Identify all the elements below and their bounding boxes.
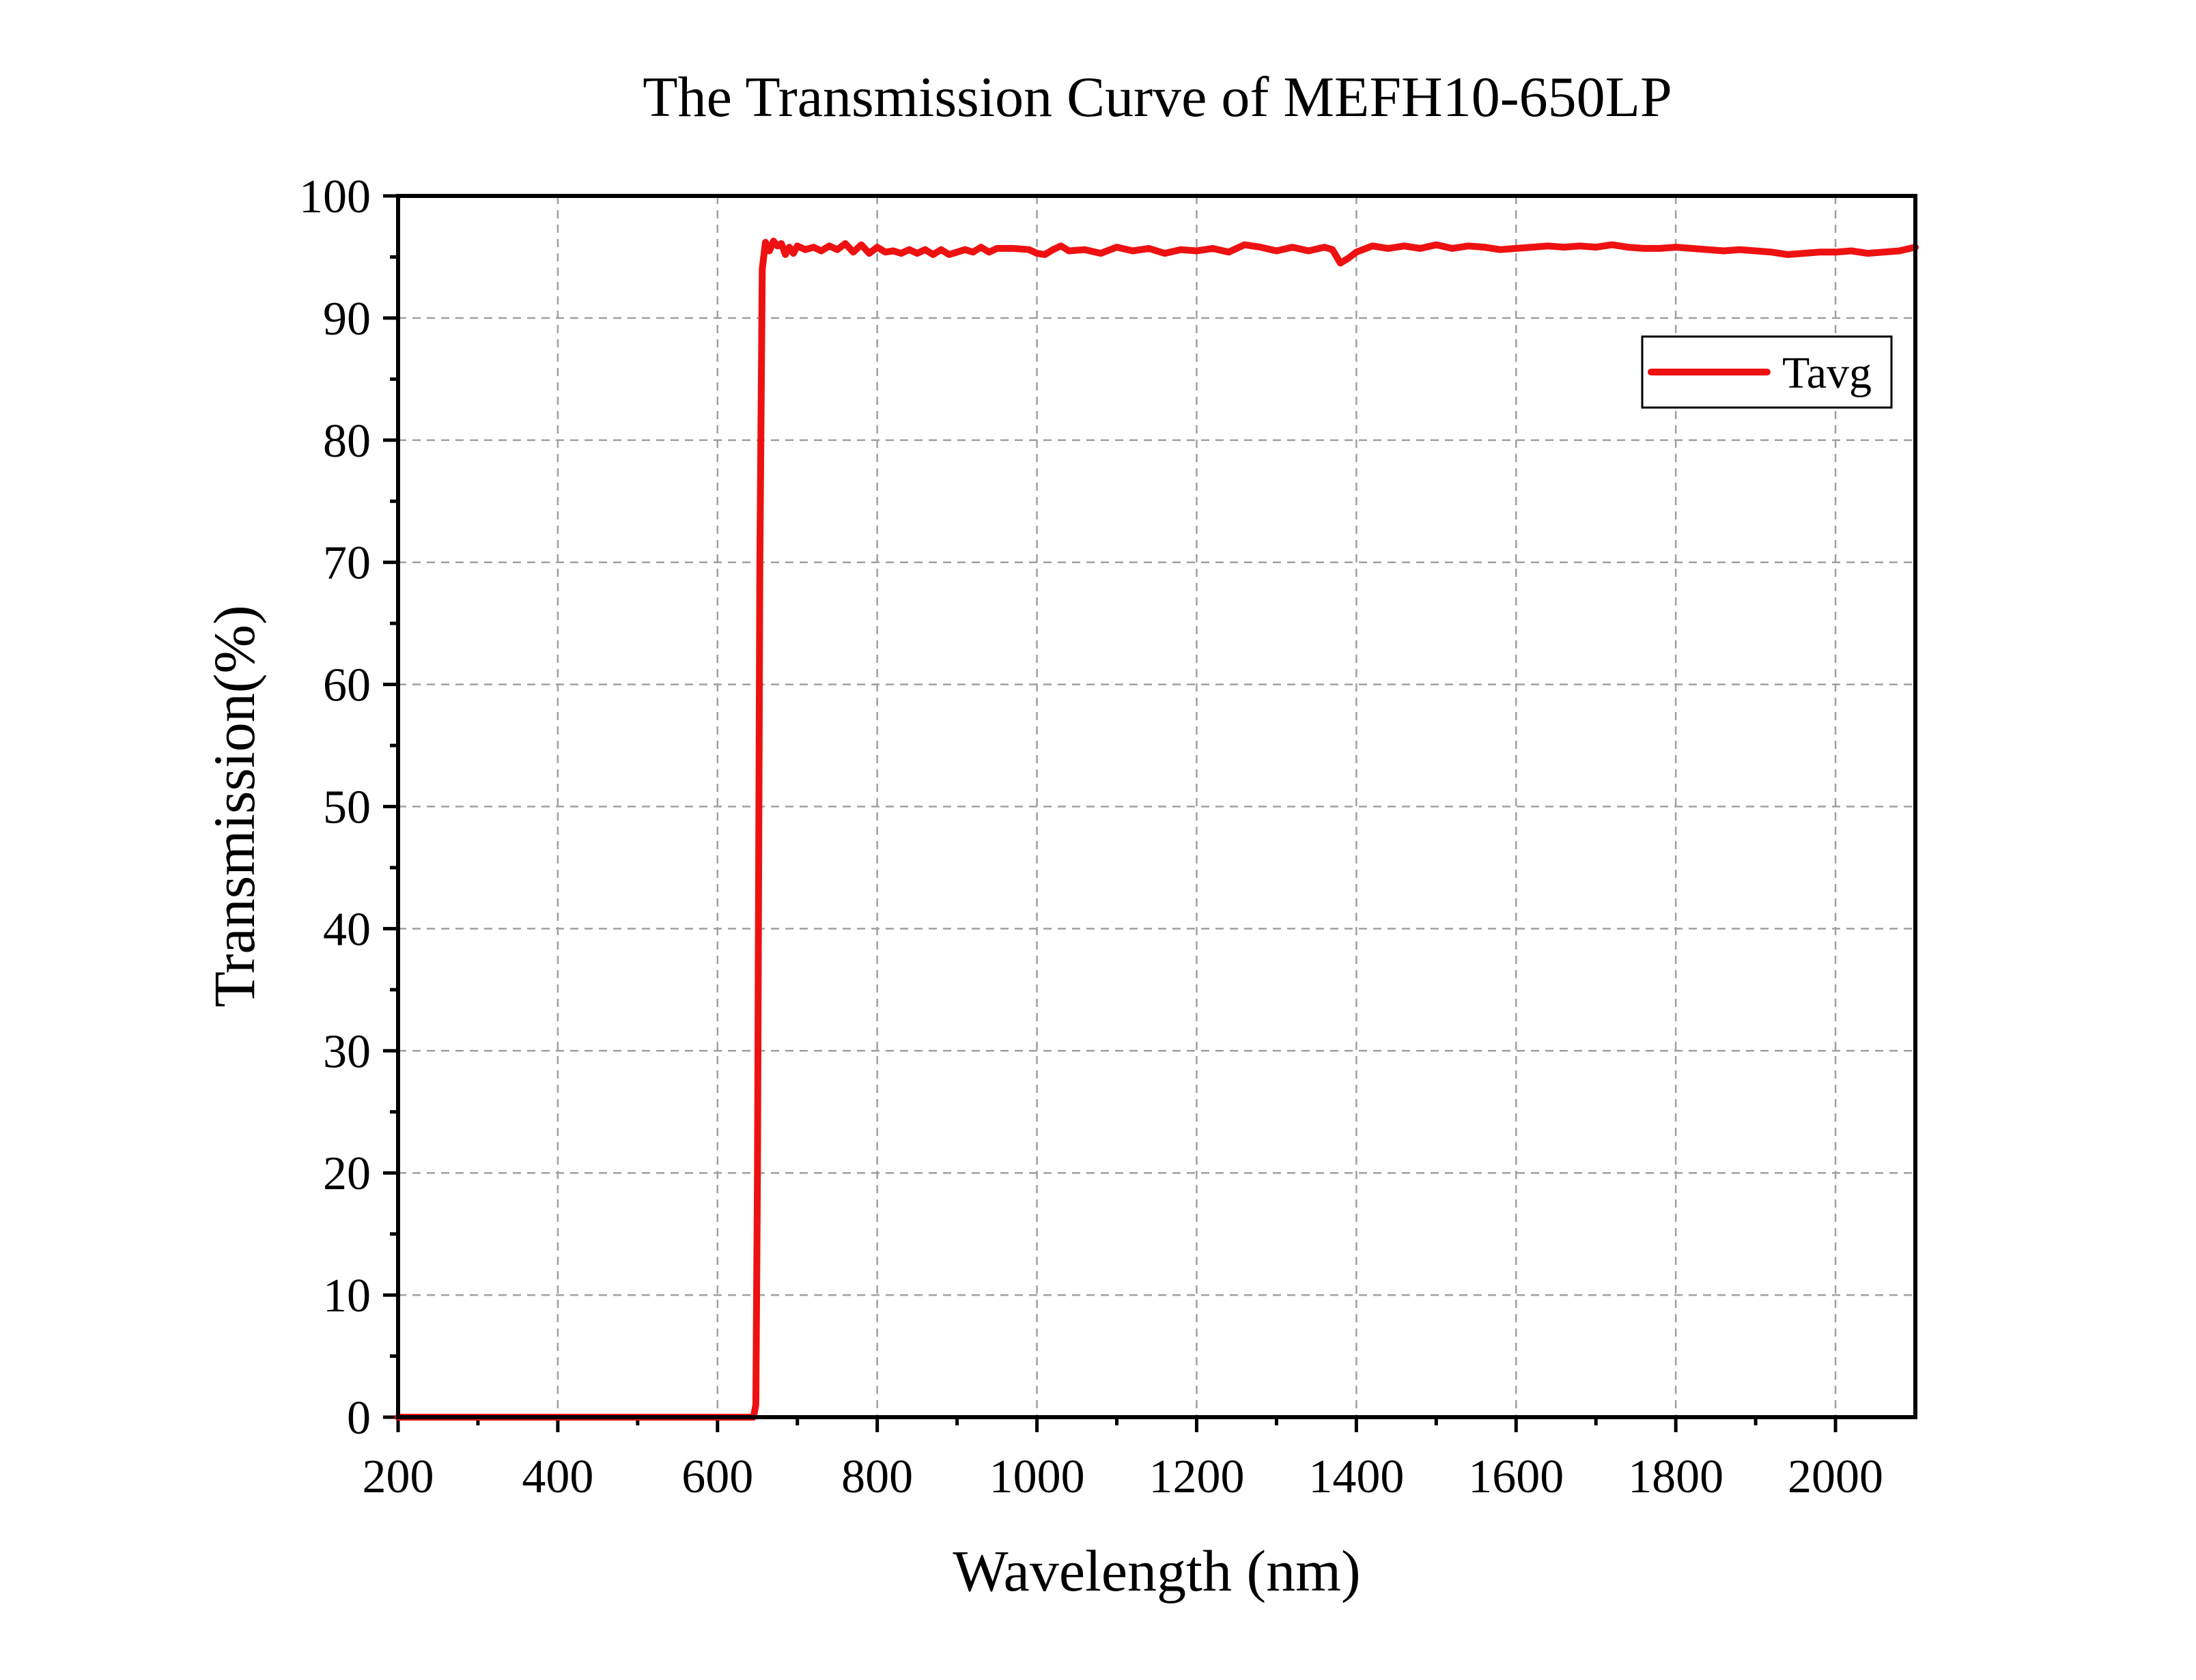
x-tick-label: 2000	[1788, 1451, 1883, 1503]
x-tick-label: 400	[522, 1451, 593, 1503]
y-tick-label: 20	[323, 1148, 371, 1200]
x-tick-label: 600	[681, 1451, 753, 1503]
series-layer	[395, 238, 1919, 1421]
y-tick-label: 70	[323, 537, 371, 590]
tick-labels: 200 400 600 800 1000 1200 1400 1600 1800 2000 0 10 2…	[299, 171, 1883, 1503]
x-axis-title: Wavelength (nm)	[953, 1538, 1360, 1604]
x-tick-label: 1600	[1468, 1451, 1564, 1503]
y-tick-label: 60	[323, 659, 371, 712]
x-tick-label: 1000	[989, 1451, 1085, 1503]
x-tick-label: 1200	[1149, 1451, 1244, 1503]
x-tick-label: 1800	[1628, 1451, 1723, 1503]
legend: Tavg	[1641, 335, 1893, 409]
y-axis-title: Transmission(%)	[201, 605, 267, 1007]
plot-frame	[396, 194, 1917, 1419]
x-tick-label: 1400	[1308, 1451, 1404, 1503]
x-tick-label: 200	[363, 1451, 434, 1503]
y-tick-label: 40	[323, 903, 371, 956]
y-tick-label: 0	[347, 1392, 371, 1444]
y-tick-label: 10	[323, 1270, 371, 1322]
x-tick-label: 800	[841, 1451, 913, 1503]
y-tick-label: 80	[323, 415, 371, 468]
y-tick-label: 90	[323, 293, 371, 345]
legend-label-tavg: Tavg	[1782, 348, 1872, 398]
y-tick-label: 50	[323, 782, 371, 834]
y-tick-label: 100	[299, 171, 371, 223]
series-line-tavg	[395, 238, 1919, 1421]
chart-title: The Transmission Curve of MEFH10-650LP	[643, 66, 1672, 129]
y-tick-label: 30	[323, 1025, 371, 1078]
